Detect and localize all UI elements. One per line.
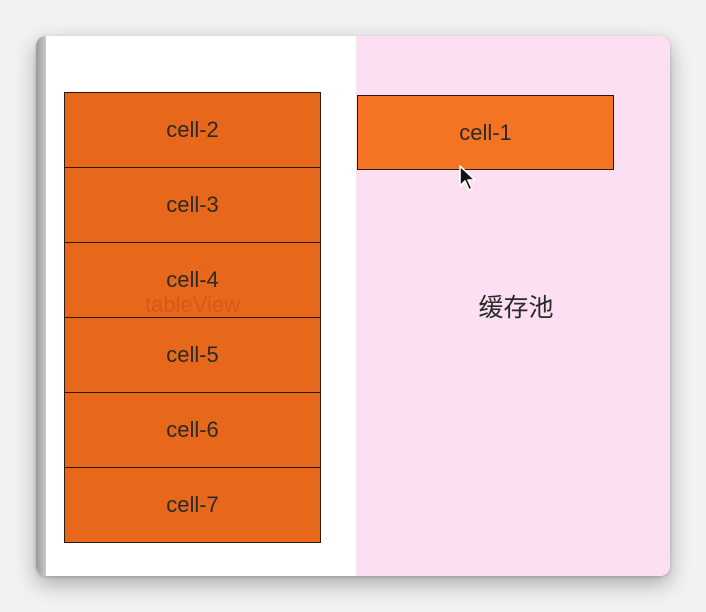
- table-view-cell-stack: cell-2 cell-3 cell-4 cell-5 cell-6 cell-…: [64, 92, 321, 543]
- table-cell: cell-7: [64, 467, 321, 543]
- frame-left-edge: [36, 36, 46, 576]
- mouse-pointer-icon: [459, 165, 476, 191]
- reuse-pool-cell: cell-1: [357, 95, 614, 170]
- table-cell: cell-2: [64, 92, 321, 168]
- table-cell: cell-3: [64, 167, 321, 243]
- table-cell: cell-6: [64, 392, 321, 468]
- table-cell: cell-5: [64, 317, 321, 393]
- reuse-pool-label: 缓存池: [478, 293, 554, 322]
- table-cell: cell-4: [64, 242, 321, 318]
- diagram-frame: cell-2 cell-3 cell-4 cell-5 cell-6 cell-…: [36, 36, 670, 576]
